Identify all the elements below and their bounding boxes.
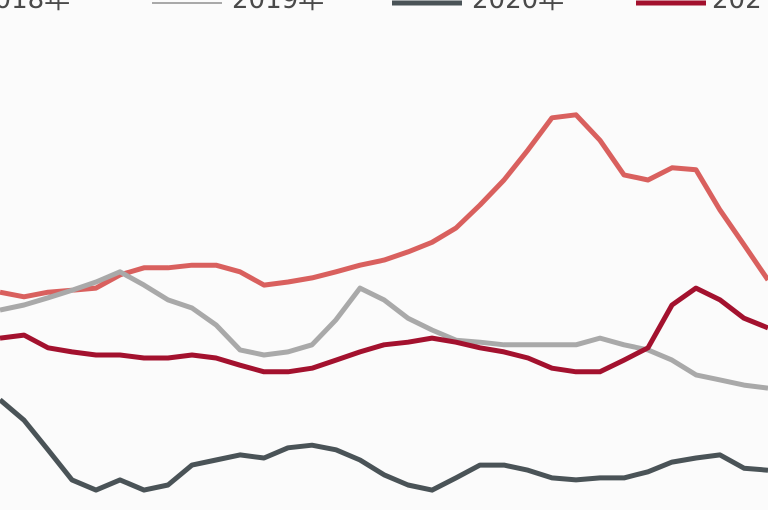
series-line xyxy=(0,112,768,300)
series-line xyxy=(0,397,768,493)
series-line xyxy=(0,269,768,391)
legend-label: 2020年 xyxy=(472,0,564,15)
legend-label: 202 xyxy=(712,0,762,15)
legend-label: 2019年 xyxy=(232,0,324,15)
series-line xyxy=(0,285,768,375)
legend-label: 2018年 xyxy=(0,0,70,15)
